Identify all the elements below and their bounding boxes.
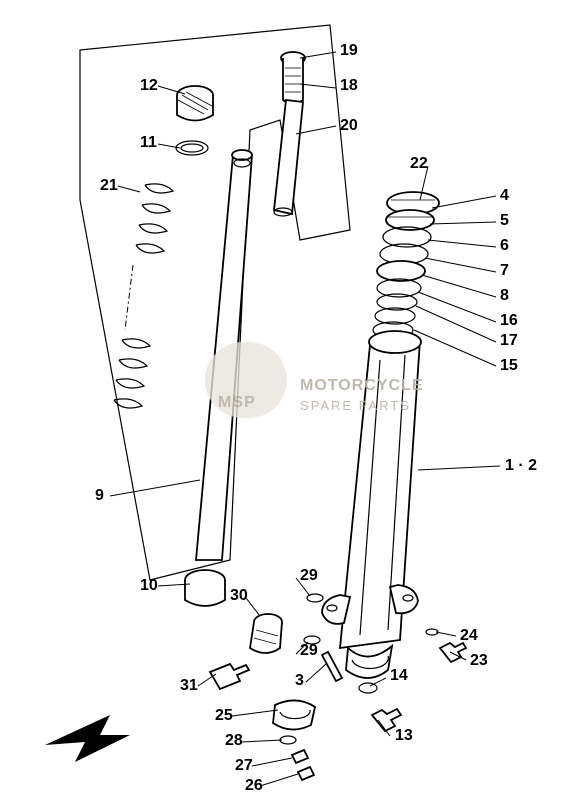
cap-bolt xyxy=(176,86,213,155)
callout-7: 7 xyxy=(500,262,509,279)
leaders xyxy=(110,52,500,786)
callout-20: 20 xyxy=(340,117,358,134)
callout-4: 4 xyxy=(500,187,509,204)
callout-1-2: 1 · 2 xyxy=(505,457,537,474)
callout-10: 10 xyxy=(140,577,158,594)
watermark-line1: MOTORCYCLE xyxy=(300,377,423,394)
callout-3: 3 xyxy=(295,672,304,689)
view-arrow-icon xyxy=(45,715,130,762)
callout-17: 17 xyxy=(500,332,518,349)
watermark-line2: SPARE PARTS xyxy=(300,398,411,413)
callout-24: 24 xyxy=(460,627,478,644)
callout-30: 30 xyxy=(230,587,248,604)
diagram-page: { "diagram": { "type": "exploded-technic… xyxy=(0,0,579,800)
callout-29a: 29 xyxy=(300,567,318,584)
callout-8: 8 xyxy=(500,287,509,304)
callout-28: 28 xyxy=(225,732,243,749)
callout-9: 9 xyxy=(95,487,104,504)
callout-18: 18 xyxy=(340,77,358,94)
callout-14: 14 xyxy=(390,667,408,684)
callout-23: 23 xyxy=(470,652,488,669)
callout-29b: 29 xyxy=(300,642,318,659)
callout-26: 26 xyxy=(245,777,263,794)
outer-tube xyxy=(322,192,439,678)
callout-13: 13 xyxy=(395,727,413,744)
fork-spring xyxy=(114,184,173,408)
watermark-abbrev: MSP xyxy=(218,394,256,411)
seal-stack xyxy=(373,192,439,338)
callout-27: 27 xyxy=(235,757,253,774)
callout-5: 5 xyxy=(500,212,509,229)
callout-16: 16 xyxy=(500,312,518,329)
callout-21: 21 xyxy=(100,177,118,194)
damper-rod-assy xyxy=(274,52,305,216)
callout-22: 22 xyxy=(410,155,428,172)
callout-11: 11 xyxy=(140,134,157,151)
callout-19: 19 xyxy=(340,42,358,59)
callout-15: 15 xyxy=(500,357,518,374)
callout-25: 25 xyxy=(215,707,233,724)
callouts: 12 11 21 19 18 20 22 4 5 6 7 8 16 17 15 … xyxy=(95,42,537,794)
callout-6: 6 xyxy=(500,237,509,254)
callout-12: 12 xyxy=(140,77,158,94)
diagram-svg: MSP MOTORCYCLE SPARE PARTS xyxy=(0,0,579,800)
callout-31: 31 xyxy=(180,677,198,694)
